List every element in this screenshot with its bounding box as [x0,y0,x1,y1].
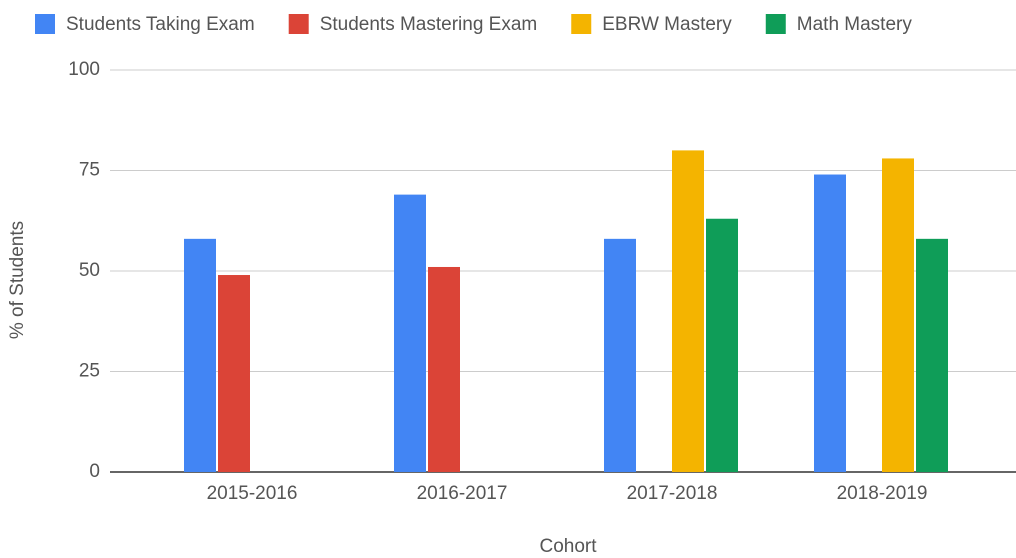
legend-swatch [35,14,55,34]
bar [882,158,914,472]
bar [604,238,636,472]
y-tick-label: 50 [79,260,100,281]
legend-label: Math Mastery [797,14,913,35]
bar [672,150,704,472]
y-axis-label: % of Students [7,221,28,339]
y-tick-label: 75 [79,160,100,181]
bar [814,174,846,472]
bar [916,238,948,472]
legend-swatch [571,14,592,34]
legend-swatch [765,14,786,34]
y-tick-label: 100 [68,59,100,80]
bar [184,238,216,472]
bar [394,194,426,472]
legend-label: Students Taking Exam [66,14,255,35]
x-tick-label: 2018-2019 [837,483,928,504]
bar [428,266,460,472]
x-tick-label: 2016-2017 [417,483,508,504]
bar [218,275,250,472]
legend-swatch [288,14,309,34]
legend-label: Students Mastering Exam [320,14,538,35]
bar [706,218,738,472]
x-tick-label: 2017-2018 [627,483,718,504]
x-tick-label: 2015-2016 [207,483,298,504]
y-tick-label: 0 [89,461,100,482]
legend-label: EBRW Mastery [602,14,732,35]
y-tick-label: 25 [79,361,100,382]
x-axis-label: Cohort [539,536,597,557]
